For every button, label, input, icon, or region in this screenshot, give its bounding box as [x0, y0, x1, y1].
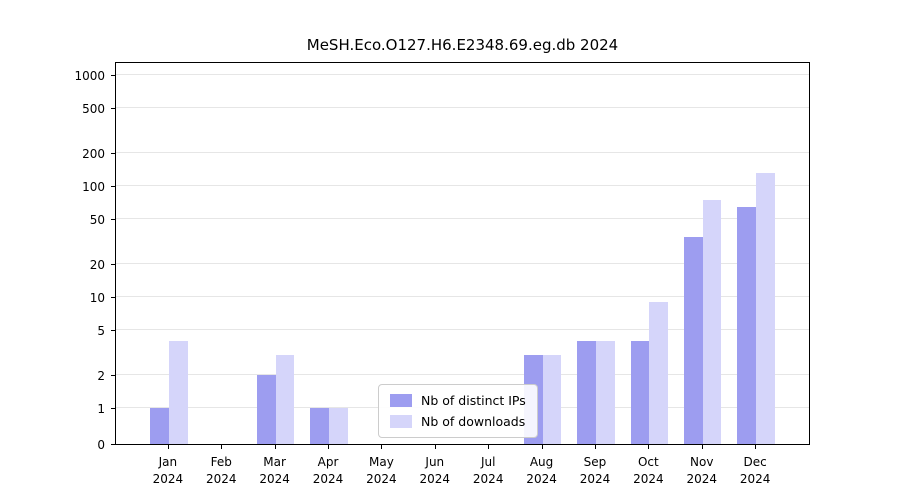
y-tick-mark: [111, 374, 115, 376]
legend-patch-distinct-ips: [390, 394, 412, 407]
legend: Nb of distinct IPs Nb of downloads: [378, 384, 538, 438]
gridline: [116, 373, 809, 375]
x-tick-label: Feb 2024: [205, 455, 237, 486]
bar-distinct-ips: [737, 206, 757, 444]
bar-distinct-ips: [577, 341, 596, 444]
y-tick-mark: [111, 263, 115, 265]
x-tick-label: Oct 2024: [633, 455, 664, 486]
bar-downloads: [702, 199, 722, 444]
y-tick-label: 100: [82, 180, 105, 194]
x-tick-mark: [221, 445, 223, 449]
y-tick-mark: [111, 408, 115, 409]
y-tick-label: 20: [89, 257, 105, 272]
legend-patch-downloads: [390, 415, 412, 428]
x-tick-mark: [328, 445, 330, 449]
plot-area: Nb of distinct IPs Nb of downloads: [115, 62, 810, 445]
bar-distinct-ips: [684, 236, 703, 444]
y-tick-mark: [111, 330, 115, 332]
gridline: [116, 74, 809, 75]
y-tick-mark: [111, 108, 115, 110]
x-tick-label: Nov 2024: [686, 455, 718, 486]
x-tick-mark: [381, 445, 383, 449]
gridline: [116, 296, 809, 297]
bar-downloads: [275, 355, 295, 444]
y-tick-mark: [111, 444, 115, 445]
bar-downloads: [649, 302, 669, 444]
x-tick-label: Jul 2024: [472, 455, 504, 486]
y-axis: 0 1 2 5 10 20 50 100 200 500 1000: [0, 62, 115, 452]
x-tick-mark: [701, 445, 703, 449]
bar-distinct-ips: [256, 374, 276, 444]
bar-distinct-ips: [310, 408, 329, 444]
y-tick-mark: [111, 186, 115, 187]
legend-label-distinct-ips: Nb of distinct IPs: [421, 393, 526, 408]
gridline: [116, 185, 809, 186]
y-tick-label: 10: [89, 291, 105, 305]
x-tick-mark: [541, 445, 543, 449]
bar-distinct-ips: [150, 408, 169, 444]
gridline: [116, 107, 809, 109]
x-tick-label: Sep 2024: [579, 455, 611, 486]
y-tick-label: 1: [97, 402, 105, 416]
y-tick-label: 0: [97, 438, 105, 452]
y-tick-label: 2: [97, 368, 105, 383]
bar-downloads: [168, 341, 188, 444]
x-tick-label: Apr 2024: [312, 455, 344, 486]
x-tick-label: Mar 2024: [259, 455, 290, 486]
x-tick-mark: [594, 445, 596, 449]
x-tick-mark: [648, 445, 650, 449]
y-tick-mark: [111, 297, 115, 298]
x-tick-mark: [488, 445, 490, 449]
x-tick-label: Aug 2024: [526, 455, 557, 486]
x-tick-label: May 2024: [366, 455, 397, 486]
gridline: [116, 151, 809, 153]
gridline: [116, 262, 809, 264]
x-tick-label: Dec 2024: [739, 455, 771, 486]
x-tick-label: Jun 2024: [419, 455, 451, 486]
bar-downloads: [542, 355, 562, 444]
legend-item-downloads: Nb of downloads: [390, 414, 526, 429]
bar-downloads: [756, 173, 775, 444]
x-tick-mark: [434, 445, 436, 449]
y-tick-label: 1000: [74, 69, 105, 83]
chart-title: MeSH.Eco.O127.H6.E2348.69.eg.db 2024: [306, 36, 619, 54]
y-tick-label: 50: [89, 213, 105, 228]
legend-item-distinct-ips: Nb of distinct IPs: [390, 393, 526, 408]
gridline: [116, 218, 809, 220]
y-tick-label: 5: [97, 324, 105, 339]
x-tick-mark: [755, 445, 757, 449]
x-tick-mark: [274, 445, 276, 449]
y-tick-mark: [111, 219, 115, 221]
legend-label-downloads: Nb of downloads: [421, 414, 526, 429]
bar-downloads: [595, 341, 615, 444]
bar-distinct-ips: [630, 341, 650, 444]
y-tick-label: 500: [82, 102, 105, 117]
x-tick-label: Jan 2024: [152, 455, 184, 486]
x-tick-mark: [167, 445, 169, 449]
x-axis: Jan 2024 Feb 2024 Mar 2024 Apr 2024 May 2024 Jun 20…: [115, 445, 810, 497]
bar-downloads: [329, 408, 348, 444]
y-tick-mark: [111, 75, 115, 76]
y-tick-label: 200: [82, 146, 105, 161]
gridline: [116, 329, 809, 331]
y-tick-mark: [111, 152, 115, 154]
